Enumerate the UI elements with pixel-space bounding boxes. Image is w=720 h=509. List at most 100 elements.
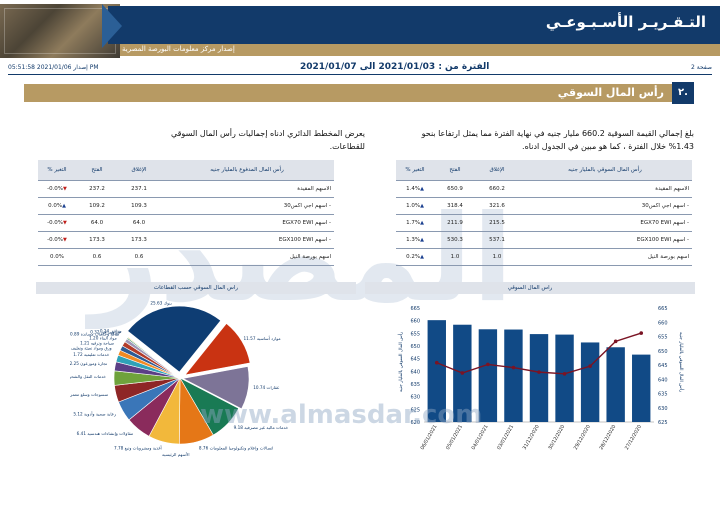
header-band xyxy=(108,6,720,44)
market-cap-table: % التغير الفتح الإغلاق رأس المال السوقي … xyxy=(396,160,692,266)
pie-slice xyxy=(184,323,251,376)
line-point xyxy=(613,339,618,344)
pie-note: الأسهم الرئيسية xyxy=(162,452,190,457)
line-point xyxy=(639,331,644,335)
y-right-tick: 625 xyxy=(658,420,668,426)
pie-label: 4.23 منسوجات وسلع معمرة xyxy=(70,392,108,397)
open-cell: 530.3 xyxy=(434,231,476,249)
close-cell: 1.0 xyxy=(476,248,518,266)
close-cell: 173.3 xyxy=(118,231,160,249)
sector-pie-chart: 25.63 بنوك 11.57 موارد أساسية 10.74 عقارات… xyxy=(70,300,289,457)
intro-paragraph: بلغ إجمالي القيمة السوقية 660.2 مليار جن… xyxy=(421,129,694,151)
pie-label: 9.18 خدمات مالية غير مصرفية xyxy=(234,425,289,430)
col-open: الفتح xyxy=(434,160,476,181)
open-cell: 650.9 xyxy=(434,180,476,198)
x-tick: 27/12/2020 xyxy=(624,424,643,451)
change-value: -0.0% xyxy=(47,186,64,192)
pie-label: 3.60 خدمات النقل والشحن xyxy=(70,374,106,379)
close-cell: 64.0 xyxy=(118,214,160,232)
pie-label: 25.63 بنوك xyxy=(150,300,171,305)
name-cell: - اسهم اجي اكس30 xyxy=(518,197,692,215)
bar xyxy=(606,347,625,422)
bar xyxy=(632,354,651,422)
change-value: -0.0% xyxy=(47,220,64,226)
change-value: 1.7% xyxy=(406,220,421,226)
open-cell: 109.2 xyxy=(76,197,118,215)
arrow-up-icon: ▲ xyxy=(420,220,424,226)
change-cell: 1.4%▲ xyxy=(396,180,434,198)
table-row: 0.2%▲ 1.0 1.0 اسهم بورصة النيل xyxy=(396,248,692,266)
x-tick: 28/12/2020 xyxy=(598,424,617,451)
line-point xyxy=(460,371,465,375)
y-left-tick: 655 xyxy=(410,331,420,337)
y-right-tick: 655 xyxy=(658,335,668,341)
change-value: 1.0% xyxy=(406,203,421,209)
name-cell: اسهم بورصة النيل xyxy=(518,248,692,266)
y-right-tick: 640 xyxy=(658,377,668,383)
change-cell: -0.0%▼ xyxy=(38,214,76,232)
change-value: 0.0% xyxy=(48,203,63,209)
pie-label: 11.57 موارد أساسية xyxy=(244,335,281,341)
close-cell: 237.1 xyxy=(118,180,160,198)
section-title: رأس المال السوقي xyxy=(557,86,664,99)
line-point xyxy=(511,365,516,370)
bar xyxy=(529,334,549,422)
change-cell: 0.0%▲ xyxy=(38,197,76,215)
name-cell: - اسهم EGX70 EWI xyxy=(160,214,334,232)
y-right-tick: 660 xyxy=(658,320,668,326)
close-cell: 109.3 xyxy=(118,197,160,215)
y-left-tick: 665 xyxy=(410,306,420,312)
col-change: % التغير xyxy=(396,160,434,181)
y-axis-label: رأس المال السوقي بالمليار جنيه xyxy=(397,332,404,392)
col-name: رأس المال المدفوع بالمليار جنيه xyxy=(160,160,334,181)
arrow-up-icon: ▲ xyxy=(420,237,424,243)
open-cell: 1.0 xyxy=(434,248,476,266)
x-tick: 31/12/2020 xyxy=(522,424,541,451)
change-cell: 0.2%▲ xyxy=(396,248,434,266)
report-period: الفترة من : 2021/01/03 الى 2021/01/07 xyxy=(300,62,490,72)
y-left-tick: 620 xyxy=(410,420,420,426)
y-right-tick: 630 xyxy=(658,406,668,412)
arrow-up-icon: ▲ xyxy=(420,254,424,260)
change-cell: 0.0% xyxy=(38,248,76,266)
y-left-tick: 635 xyxy=(410,382,420,388)
pie-slice xyxy=(127,305,222,373)
pie-label: 6.41 مقاولات وإنشاءات هندسية xyxy=(77,431,133,437)
bar xyxy=(427,320,446,422)
pie-label: 8.76 اتصالات وإعلام وتكنولوجيا المعلومات xyxy=(199,446,273,452)
header-photo xyxy=(0,4,120,58)
bar-chart-title: راس المال السوقي xyxy=(365,282,695,294)
header-accent xyxy=(102,4,122,48)
change-value: 0.2% xyxy=(406,254,421,260)
table-row: 1.4%▲ 650.9 660.2 الاسهم المقيدة xyxy=(396,180,692,198)
issue-stamp: إصدار 2021/01/06 05:51:58 PM xyxy=(8,64,99,71)
y-right-tick: 635 xyxy=(658,392,668,398)
change-cell: -0.0%▼ xyxy=(38,180,76,198)
pie-label: 1.30 ورق ومواد تعبئة وتغليف xyxy=(70,346,112,351)
col-open: الفتح xyxy=(76,160,118,181)
open-cell: 237.2 xyxy=(76,180,118,198)
close-cell: 215.5 xyxy=(476,214,518,232)
y-left-tick: 650 xyxy=(410,344,420,350)
pie-label: 0.24 مرافق xyxy=(100,328,122,333)
name-cell: اسهم بورصة النيل xyxy=(160,248,334,266)
pie-label: 10.74 عقارات xyxy=(253,385,280,390)
pie-intro-paragraph: يعرض المخطط الدائري ادناه إجماليات رأس ا… xyxy=(170,129,365,151)
close-cell: 660.2 xyxy=(476,180,518,198)
x-tick: 03/01/2021 xyxy=(496,424,515,451)
open-cell: 173.3 xyxy=(76,231,118,249)
y-right-tick: 665 xyxy=(658,306,668,312)
table-row: -0.0%▼ 237.2 237.1 الاسهم المقيدة xyxy=(38,180,334,198)
x-tick: 29/12/2020 xyxy=(573,424,592,451)
table-row: -0.0%▼ 173.3 173.3- اسهم EGX100 EWI xyxy=(38,231,334,249)
section-number: ٢. xyxy=(672,82,694,104)
open-cell: 64.0 xyxy=(76,214,118,232)
change-value: 1.4% xyxy=(406,186,421,192)
table-row: 1.7%▲ 211.9 215.5- اسهم EGX70 EWI xyxy=(396,214,692,232)
arrow-down-icon: ▼ xyxy=(63,186,67,192)
line-point xyxy=(537,370,541,374)
pie-slice xyxy=(127,336,181,379)
watermark-url: www.almasdar.com xyxy=(200,400,483,430)
pie-label: 1.20 مواد البناء xyxy=(89,336,117,341)
open-cell: 0.6 xyxy=(76,248,118,266)
